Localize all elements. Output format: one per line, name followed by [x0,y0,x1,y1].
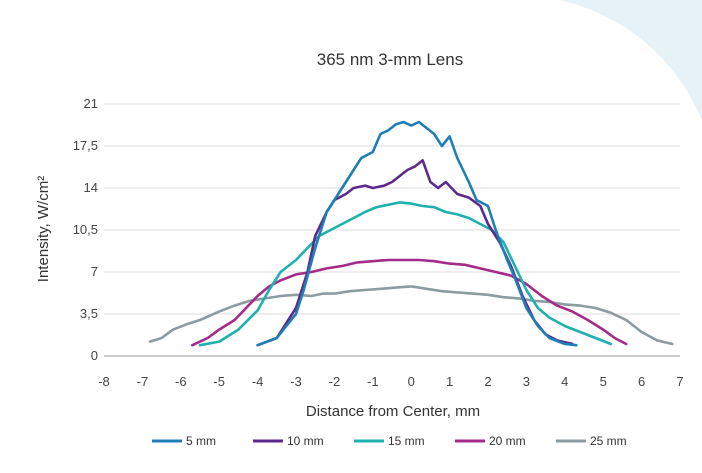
x-tick-label: -3 [290,374,302,389]
series-line-15-mm [198,201,613,347]
x-axis: -8 -7 -6 -5 -4 -3 -2 -1 0 1 2 3 4 5 6 7 [98,374,683,389]
legend-label: 20 mm [489,434,526,448]
x-tick-label: 2 [484,374,491,389]
legend-item: 5 mm [152,434,216,448]
x-tick-label: -6 [175,374,187,389]
legend-item: 20 mm [455,434,526,448]
x-tick-label: -4 [252,374,264,389]
legend-label: 10 mm [287,434,324,448]
y-axis: 0 3,5 7 10,5 14 17,5 21 [73,96,98,363]
legend-label: 15 mm [388,434,425,448]
y-axis-label: Intensity, W/cm² [35,176,52,282]
x-tick-label: 1 [446,374,453,389]
x-tick-label: -2 [329,374,341,389]
series-lines [148,120,674,347]
legend-label: 5 mm [186,434,216,448]
series-line-20-mm [191,258,628,347]
y-tick-label: 17,5 [73,138,98,153]
x-tick-label: 7 [676,374,683,389]
legend-item: 15 mm [354,434,425,448]
y-tick-label: 21 [84,96,98,111]
y-tick-label: 14 [84,180,98,195]
legend-label: 25 mm [590,434,627,448]
x-tick-label: 6 [638,374,645,389]
x-tick-label: 0 [408,374,415,389]
grid-lines [104,103,680,357]
x-tick-label: -1 [367,374,379,389]
y-tick-label: 3,5 [80,306,98,321]
x-tick-label: -7 [137,374,149,389]
legend: 5 mm 10 mm 15 mm 20 mm 25 mm [152,434,627,448]
chart-title: 365 nm 3-mm Lens [317,50,463,69]
x-tick-label: -8 [98,374,110,389]
x-tick-label: 4 [561,374,568,389]
legend-item: 25 mm [556,434,627,448]
y-tick-label: 0 [91,348,98,363]
y-tick-label: 10,5 [73,222,98,237]
series-line-25-mm [148,285,674,346]
x-tick-label: -5 [213,374,225,389]
legend-item: 10 mm [253,434,324,448]
series-line-5-mm [256,120,578,347]
x-axis-label: Distance from Center, mm [306,403,480,420]
x-tick-label: 5 [600,374,607,389]
y-tick-label: 7 [91,264,98,279]
x-tick-label: 3 [523,374,530,389]
